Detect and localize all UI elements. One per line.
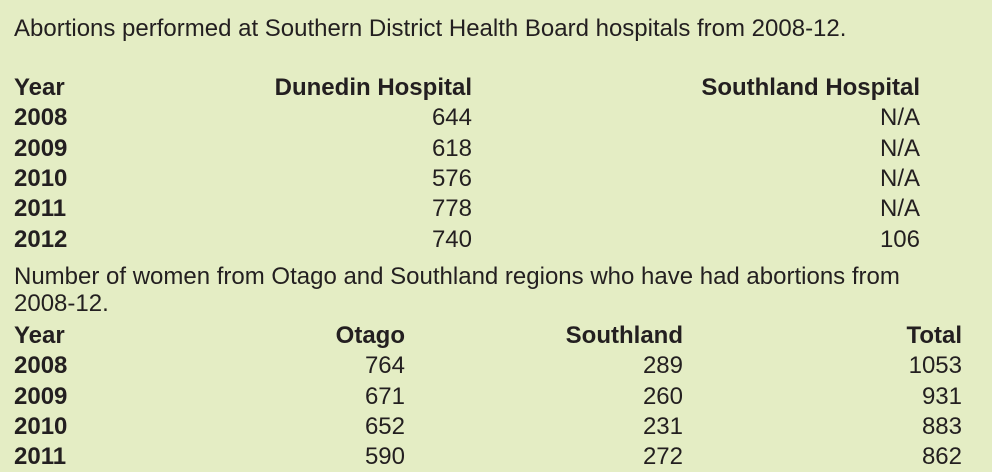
cell: 106 [879,225,920,253]
column-header: Year [14,322,65,349]
column-header: Southland [565,322,683,349]
row-header: 2009 [14,382,68,410]
cell: N/A [879,195,920,223]
cell: 862 [921,443,962,471]
row-header: 2008 [14,352,68,380]
cell: 272 [642,443,683,471]
column-header: Otago [335,322,405,349]
row-header: 2012 [14,225,68,253]
column-header: Year [14,74,65,101]
column-header: Total [906,322,962,349]
cell: 1053 [908,352,962,380]
row-header: 2008 [14,104,68,132]
row-header: 2009 [14,134,68,162]
row-header: 2011 [14,195,67,223]
cell: 671 [364,382,405,410]
row-header: 2010 [14,164,68,192]
cell: N/A [879,164,920,192]
cell: 778 [431,195,472,223]
cell: 590 [364,443,405,471]
cell: 883 [921,412,962,440]
column-header: Southland Hospital [701,74,920,101]
cell: 931 [921,382,962,410]
row-header: 2010 [14,412,68,440]
row-header: 2011 [14,443,67,471]
cell: 764 [364,352,405,380]
cell: 740 [431,225,472,253]
table-title: Abortions performed at Southern District… [14,15,847,42]
cell: 644 [431,104,472,132]
cell: N/A [879,134,920,162]
cell: 576 [431,164,472,192]
column-header: Dunedin Hospital [274,74,472,101]
cell: 231 [642,412,683,440]
cell: 260 [642,382,683,410]
cell: 289 [642,352,683,380]
table-title: Number of women from Otago and Southland… [14,263,900,317]
cell: 652 [364,412,405,440]
cell: N/A [879,104,920,132]
cell: 618 [431,134,472,162]
